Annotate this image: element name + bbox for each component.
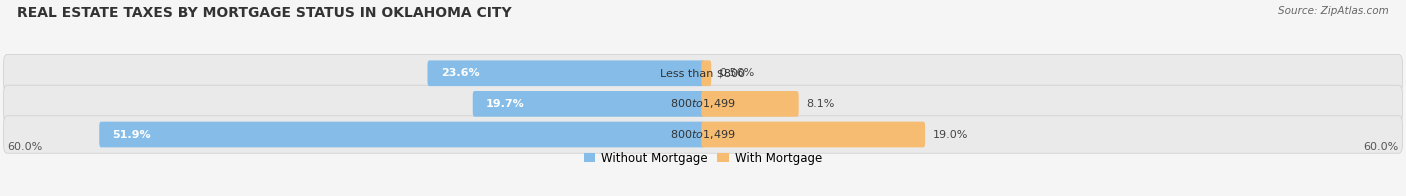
Text: 0.56%: 0.56% (718, 68, 754, 78)
FancyBboxPatch shape (702, 91, 799, 117)
Text: 51.9%: 51.9% (112, 130, 152, 140)
FancyBboxPatch shape (702, 122, 925, 147)
Text: 60.0%: 60.0% (7, 142, 42, 152)
FancyBboxPatch shape (4, 54, 1402, 92)
Legend: Without Mortgage, With Mortgage: Without Mortgage, With Mortgage (583, 152, 823, 165)
FancyBboxPatch shape (702, 60, 711, 86)
FancyBboxPatch shape (4, 116, 1402, 153)
FancyBboxPatch shape (100, 122, 704, 147)
Text: 60.0%: 60.0% (1364, 142, 1399, 152)
Text: 23.6%: 23.6% (441, 68, 479, 78)
Text: 8.1%: 8.1% (806, 99, 835, 109)
FancyBboxPatch shape (427, 60, 704, 86)
Text: $800 to $1,499: $800 to $1,499 (671, 97, 735, 110)
Text: 19.0%: 19.0% (932, 130, 969, 140)
Text: 19.7%: 19.7% (486, 99, 524, 109)
Text: $800 to $1,499: $800 to $1,499 (671, 128, 735, 141)
Text: Less than $800: Less than $800 (661, 68, 745, 78)
Text: Source: ZipAtlas.com: Source: ZipAtlas.com (1278, 6, 1389, 16)
Text: REAL ESTATE TAXES BY MORTGAGE STATUS IN OKLAHOMA CITY: REAL ESTATE TAXES BY MORTGAGE STATUS IN … (17, 6, 512, 20)
FancyBboxPatch shape (4, 85, 1402, 122)
FancyBboxPatch shape (472, 91, 704, 117)
